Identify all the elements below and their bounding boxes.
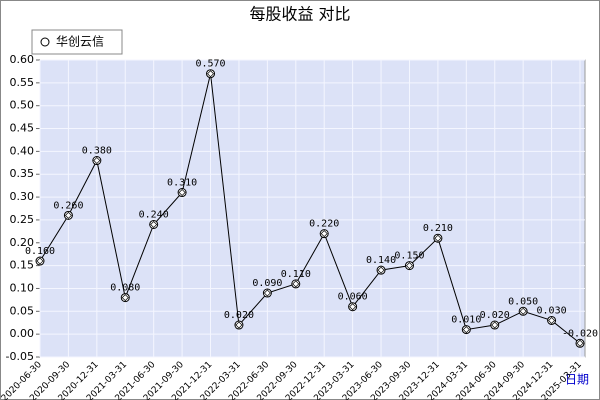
marker-diamond — [235, 321, 243, 329]
y-tick-label: 0.20 — [10, 236, 35, 249]
y-tick-label: 0.10 — [10, 281, 35, 294]
marker-diamond — [491, 321, 499, 329]
value-label: 0.110 — [281, 269, 311, 280]
marker-diamond — [121, 294, 129, 302]
line — [39, 73, 581, 344]
marker — [433, 233, 443, 243]
value-label: 0.380 — [82, 146, 112, 157]
marker-diamond — [405, 262, 413, 270]
marker-diamond — [434, 234, 442, 242]
marker — [319, 229, 329, 239]
value-label: 0.020 — [224, 310, 254, 321]
y-tick-label: 0.05 — [10, 304, 35, 317]
y-tick-label: 0.50 — [10, 99, 35, 112]
marker — [206, 69, 216, 79]
y-tick-label: 0.35 — [10, 167, 35, 180]
marker-diamond — [519, 307, 527, 315]
marker — [63, 210, 73, 220]
marker — [518, 306, 528, 316]
marker — [461, 325, 471, 335]
value-label: 0.310 — [167, 178, 197, 189]
value-label: 0.210 — [423, 223, 453, 234]
y-tick-label: 0.55 — [10, 76, 35, 89]
marker — [92, 156, 102, 166]
legend-label: 华创云信 — [56, 35, 104, 49]
marker-diamond — [462, 326, 470, 334]
marker-diamond — [263, 289, 271, 297]
y-tick-label: 0.00 — [10, 327, 35, 340]
value-label: 0.080 — [110, 283, 140, 294]
value-label: 0.160 — [25, 246, 55, 257]
value-label: 0.060 — [338, 292, 368, 303]
value-label: 0.020 — [480, 310, 510, 321]
value-label: 0.220 — [309, 219, 339, 230]
y-tick-label: 0.25 — [10, 213, 35, 226]
marker-diamond — [207, 70, 215, 78]
marker — [120, 293, 130, 303]
y-tick-label: 0.60 — [10, 53, 35, 66]
y-tick-label: 0.40 — [10, 144, 35, 157]
y-tick-label: 0.45 — [10, 122, 35, 135]
value-label: -0.020 — [562, 328, 598, 339]
value-label: 0.030 — [537, 305, 567, 316]
marker — [177, 188, 187, 198]
marker-diamond — [64, 211, 72, 219]
marker-diamond — [150, 220, 158, 228]
marker-diamond — [377, 266, 385, 274]
marker-diamond — [36, 257, 44, 265]
value-label: 0.150 — [394, 251, 424, 262]
marker-diamond — [548, 316, 556, 324]
marker-diamond — [93, 157, 101, 165]
value-label: 0.240 — [139, 209, 169, 220]
marker — [547, 315, 557, 325]
chart-title: 每股收益 对比 — [249, 5, 350, 24]
legend-marker — [40, 37, 50, 47]
y-tick-label: 0.30 — [10, 190, 35, 203]
marker-diamond — [349, 303, 357, 311]
y-tick-label: -0.05 — [6, 350, 34, 363]
y-tick-label: 0.15 — [10, 259, 35, 272]
marker — [234, 320, 244, 330]
value-label: 0.090 — [252, 278, 282, 289]
marker — [404, 261, 414, 271]
value-label: 0.260 — [53, 200, 83, 211]
marker-diamond — [178, 189, 186, 197]
x-axis-label: 日期 — [565, 373, 589, 387]
marker — [575, 338, 585, 348]
marker — [35, 256, 45, 266]
marker-diamond — [292, 280, 300, 288]
marker-diamond — [576, 339, 584, 347]
value-label: 0.570 — [195, 59, 225, 70]
marker — [348, 302, 358, 312]
marker — [490, 320, 500, 330]
value-label: 0.010 — [451, 315, 481, 326]
marker-diamond — [320, 230, 328, 238]
plot-area — [39, 59, 586, 358]
value-label: 0.050 — [508, 296, 538, 307]
marker — [376, 265, 386, 275]
marker — [262, 288, 272, 298]
marker — [291, 279, 301, 289]
marker — [149, 219, 159, 229]
value-label: 0.140 — [366, 255, 396, 266]
